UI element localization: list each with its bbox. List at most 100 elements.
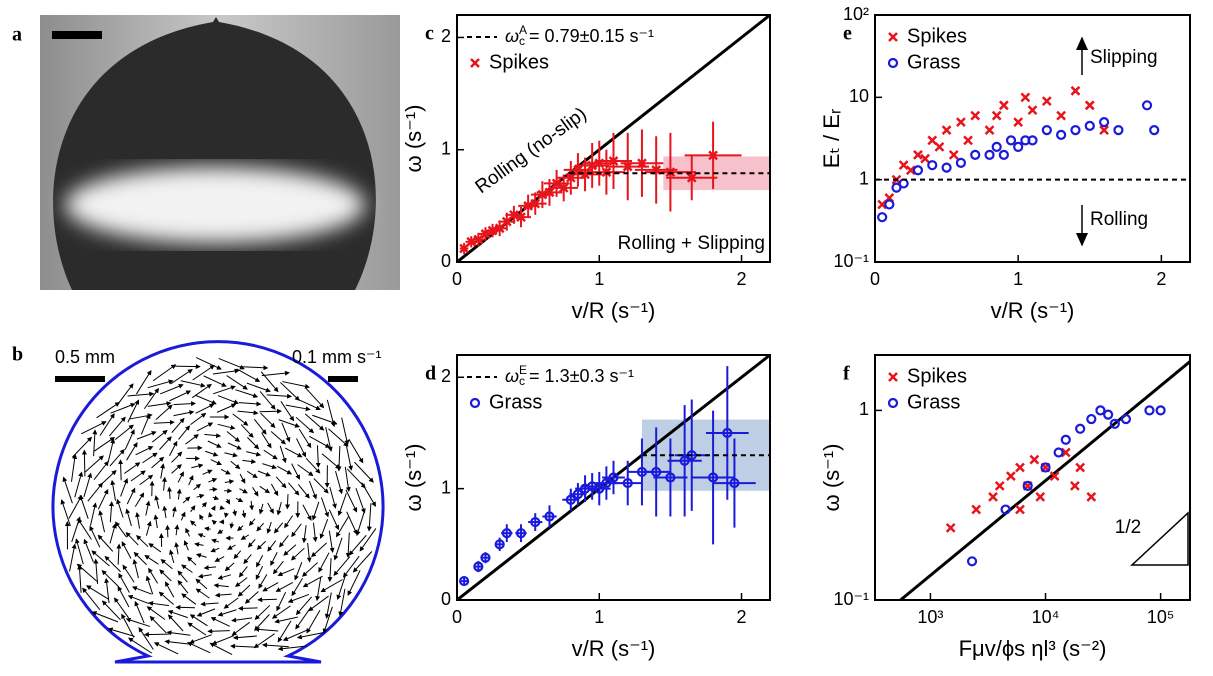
velocity-arrow [238, 401, 262, 407]
point [515, 528, 527, 539]
point [1070, 85, 1081, 96]
velocity-arrow [189, 614, 208, 627]
velocity-arrow [160, 559, 173, 570]
velocity-arrow [227, 442, 242, 450]
velocity-arrow [173, 410, 195, 417]
velocity-arrow [318, 552, 330, 573]
velocity-arrow [134, 492, 145, 507]
velocity-arrow [285, 494, 291, 510]
velocity-arrow [97, 488, 109, 510]
velocity-arrow [167, 614, 184, 632]
velocity-arrow [153, 642, 179, 655]
point [601, 167, 612, 178]
point [970, 149, 981, 160]
plot-area [899, 360, 1190, 600]
velocity-arrow [195, 403, 215, 414]
velocity-arrow [277, 568, 295, 577]
velocity-arrow [171, 451, 183, 463]
y-tick-label: 0 [441, 589, 451, 609]
point [1060, 434, 1071, 445]
annotation: Rolling (no-slip) [472, 104, 591, 199]
velocity-arrow [295, 416, 315, 434]
velocity-arrow [127, 399, 140, 423]
velocity-arrow [195, 357, 222, 370]
legend-label: Spikes [489, 51, 549, 73]
velocity-arrow [107, 438, 116, 462]
point [459, 575, 470, 587]
velocity-arrow [169, 549, 175, 564]
velocity-arrow [226, 431, 241, 443]
velocity-arrow [243, 554, 252, 565]
velocity-arrow [208, 512, 213, 518]
point [722, 427, 733, 439]
velocity-arrow [93, 558, 99, 584]
velocity-arrow [133, 551, 147, 566]
y-axis-label: Eₜ / Eᵣ [819, 109, 844, 168]
velocity-arrow [136, 535, 149, 548]
velocity-arrow [259, 408, 282, 414]
velocity-arrow [235, 497, 244, 502]
point [927, 160, 938, 171]
velocity-arrow [284, 515, 294, 529]
velocity-arrow [188, 474, 194, 486]
point [558, 183, 569, 193]
velocity-arrow [297, 464, 314, 477]
velocity-arrow [152, 364, 177, 382]
chart: 0 1 2 10⁻¹ 1 10 10² v/R (s⁻¹) Eₜ / Eᵣ e Spikes Gras… [819, 4, 1191, 323]
velocity-arrow [116, 543, 122, 565]
point [956, 117, 966, 128]
marker-stroke [877, 199, 888, 210]
point [708, 150, 718, 161]
velocity-arrow [346, 468, 366, 489]
velocity-arrow [72, 436, 93, 458]
bright-band [65, 167, 365, 243]
velocity-arrow [199, 514, 204, 521]
velocity-arrow [306, 542, 312, 563]
point [1149, 124, 1160, 136]
panel-a: a [12, 15, 400, 290]
velocity-arrow [127, 391, 155, 397]
legend-superscript: E [519, 363, 527, 377]
point [501, 216, 512, 227]
velocity-arrow [352, 551, 373, 573]
velocity-arrow [259, 391, 276, 410]
point [884, 199, 895, 210]
marker-stroke [1013, 117, 1024, 128]
velocity-arrow [267, 540, 277, 552]
velocity-arrow [127, 594, 149, 605]
chart: 0 1 2 0 1 2 v/R (s⁻¹) ω (s⁻¹) d ωcE = 1.3±0.3 s⁻¹ G… [401, 354, 771, 661]
point [1086, 491, 1097, 502]
velocity-arrow [131, 586, 152, 595]
velocity-arrow [277, 645, 306, 652]
velocity-arrow [256, 555, 264, 568]
velocity-arrow [320, 579, 343, 593]
velocity-arrow [214, 556, 225, 562]
marker-stroke [905, 165, 916, 176]
velocity-arrow [191, 463, 204, 469]
x-tick-label: 0 [452, 607, 462, 627]
plot-area [875, 85, 1190, 223]
velocity-arrow [225, 498, 231, 505]
velocity-arrow [344, 466, 351, 493]
plot-area [457, 15, 770, 262]
velocity-arrow [260, 412, 276, 429]
velocity-arrow [241, 510, 247, 519]
velocity-arrow [266, 521, 272, 534]
velocity-arrow [322, 606, 333, 634]
velocity-arrow [214, 592, 232, 598]
point [887, 57, 899, 69]
velocity-arrow [116, 383, 134, 407]
velocity-arrow [124, 429, 135, 450]
y-tick-label: 2 [441, 366, 451, 386]
velocity-arrow [122, 564, 135, 583]
x-tick-label: 1 [594, 607, 604, 627]
velocity-arrow [276, 592, 287, 612]
velocity-arrow [203, 375, 227, 387]
velocity-arrow [229, 522, 235, 529]
velocity-arrow [197, 533, 206, 538]
velocity-arrow [240, 424, 254, 438]
legend-label: Grass [907, 51, 960, 73]
velocity-arrow [159, 569, 172, 582]
axes-frame [874, 354, 1191, 601]
velocity-arrow [204, 526, 211, 532]
